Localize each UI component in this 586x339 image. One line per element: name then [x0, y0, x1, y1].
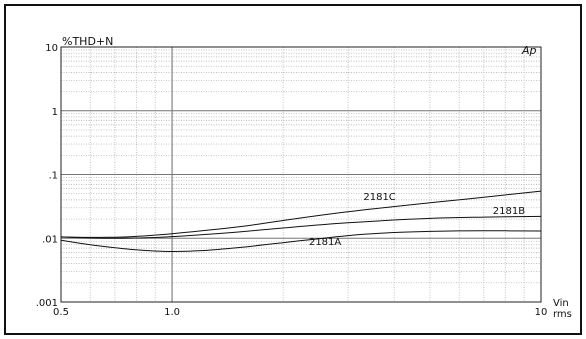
- series-line-2181c: [60, 190, 542, 238]
- series-lines: 2181C 2181B 2181A: [60, 190, 542, 253]
- y-tick-label: .001: [36, 298, 58, 309]
- y-axis-label: %THD+N: [62, 35, 113, 48]
- chart-frame: [4, 4, 582, 335]
- x-tick-label: 10: [535, 307, 548, 318]
- y-tick-label: .01: [42, 234, 58, 245]
- y-tick-label: 10: [45, 43, 58, 54]
- x-tick-label: 0.5: [53, 307, 69, 318]
- series-line-2181b: [60, 215, 542, 239]
- ap-logo: Ap: [521, 44, 537, 57]
- x-tick-label: 1.0: [164, 307, 180, 318]
- series-label-2181a: 2181A: [309, 237, 341, 248]
- series-label-2181c: 2181C: [363, 192, 395, 203]
- plot-border: [60, 46, 542, 303]
- series-line-2181a: [60, 230, 542, 253]
- x-axis-label-line1: Vin: [553, 298, 569, 309]
- y-tick-label: .1: [48, 171, 58, 182]
- x-axis-label-line2: rms: [553, 309, 572, 320]
- y-tick-label: 1: [52, 107, 58, 118]
- grid: [60, 47, 542, 303]
- series-label-2181b: 2181B: [493, 206, 525, 217]
